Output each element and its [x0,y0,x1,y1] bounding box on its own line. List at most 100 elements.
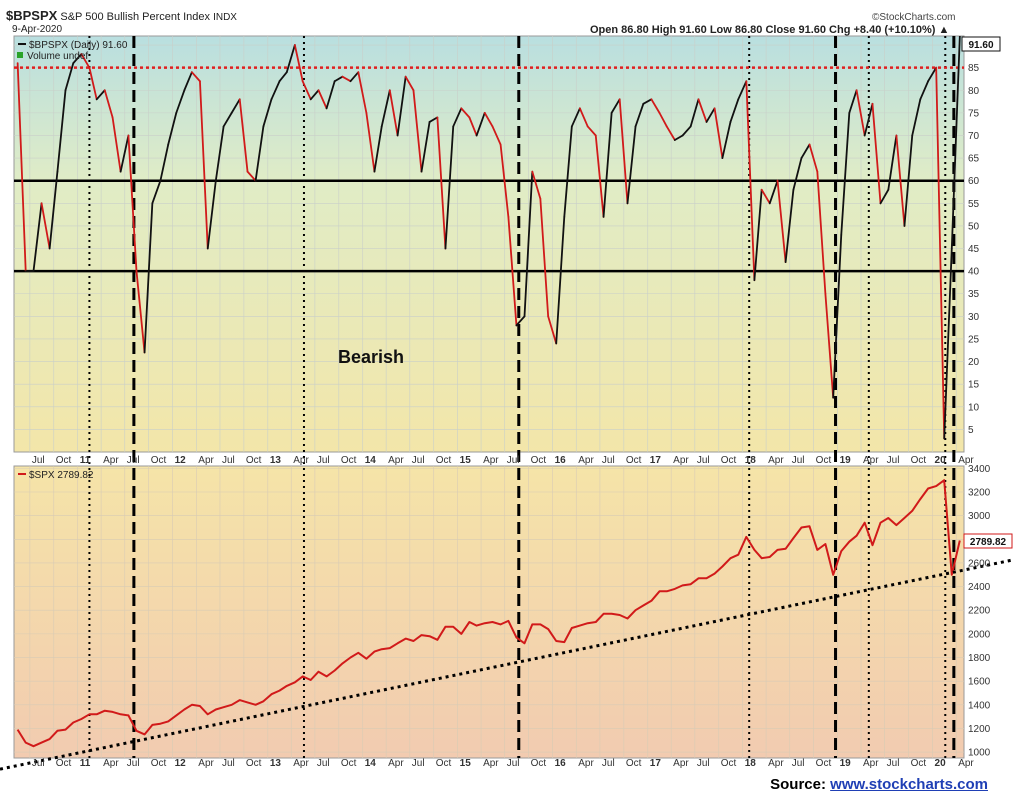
bpspx-x-tick-label: Oct [151,455,167,466]
volume-legend-entry: Volume undef [27,51,88,62]
bpspx-line-segment [151,179,162,205]
bpspx-line-segment [309,89,320,101]
bpspx-line-segment [555,215,566,345]
spx-y-tick-label: 2200 [968,606,991,617]
bpspx-line-segment [199,80,209,250]
bpspx-last-value: 91.60 [968,40,993,51]
spx-y-tick-label: 1000 [968,748,991,759]
spx-x-tick-label: 13 [270,758,282,769]
spx-x-tick-label: Apr [768,758,784,769]
bpspx-line-segment [943,247,953,440]
bpspx-line-segment [159,143,170,182]
bpspx-line-segment [483,111,494,128]
bpspx-x-tick-label: Apr [958,455,974,466]
bpspx-line-segment [95,89,106,101]
bpspx-line-segment [190,71,201,83]
bpspx-line-segment [278,71,288,83]
spx-series [16,479,961,748]
bpspx-line-segment [317,89,328,110]
bpspx-line-segment [64,62,75,92]
bearish-annotation: Bearish [338,347,404,367]
bpspx-x-tick-label: 14 [365,455,377,466]
bpspx-x-tick-label: Oct [436,455,452,466]
bpspx-line-segment [594,134,605,218]
spx-x-tick-label: Jul [602,758,615,769]
spx-x-tick-label: Jul [127,758,140,769]
bpspx-line-segment [760,188,771,205]
bpspx-line-segment [143,202,154,354]
exchange-label: INDX [213,12,237,23]
bpspx-x-tick-label: 18 [745,455,757,466]
bpspx-x-tick-label: Jul [507,455,520,466]
source-label: Source: [770,776,826,793]
source-link[interactable]: www.stockcharts.com [830,776,988,793]
bpspx-line-segment [721,121,732,159]
bpspx-y-tick-label: 15 [968,380,980,391]
spx-x-tick-label: Jul [32,758,45,769]
bpspx-line-segment [444,125,455,250]
spx-last-value: 2789.82 [970,537,1007,548]
bpspx-y-tick-label: 35 [968,289,980,300]
bpspx-line-segment [634,102,645,128]
spx-x-tick-label: Jul [697,758,710,769]
bpspx-y-tick-label: 65 [968,154,980,165]
bpspx-line-segment [214,125,225,182]
spx-x-tick-label: Oct [626,758,642,769]
bpspx-line-segment [658,111,668,128]
bpspx-line-segment [832,234,843,399]
bpspx-line-segment [341,75,352,83]
bpspx-line-segment [222,111,233,128]
bpspx-series [16,36,961,440]
bpspx-line-segment [650,98,661,114]
bpspx-line-segment [950,36,961,250]
bpspx-line-segment [499,143,510,218]
spx-x-tick-label: 17 [650,758,662,769]
bpspx-line-segment [135,270,146,354]
bpspx-line-segment [238,98,249,173]
bpspx-line-segment [103,89,114,119]
bpspx-y-tick-label: 45 [968,244,980,255]
bpspx-line-segment [563,125,573,218]
bpspx-line-segment [183,71,193,92]
bpspx-x-tick-label: Apr [388,455,404,466]
bpspx-line-segment [927,66,938,83]
bpspx-line-segment [325,80,336,110]
spx-x-tick-label: Jul [887,758,900,769]
bpspx-y-tick-label: 50 [968,221,980,232]
bpspx-line-segment [800,143,811,159]
bpspx-x-tick-label: 15 [460,455,472,466]
spx-y-tick-label: 3000 [968,511,991,522]
bpspx-line-segment [840,111,851,236]
bpspx-line-segment [48,170,59,250]
bpspx-x-tick-label: Oct [816,455,832,466]
bpspx-x-tick-label: Oct [911,455,927,466]
bpspx-y-tick-label: 80 [968,86,980,97]
spx-x-tick-label: Apr [293,758,309,769]
spx-x-axis: Jul Oct 11 Apr Jul Oct 12 Apr Jul Oct 13 Apr Jul Oct 1… [32,758,975,769]
bpspx-line-segment [270,80,281,101]
bpspx-line-segment [246,170,257,182]
bpspx-x-tick-label: Apr [293,455,309,466]
bpspx-line-segment [175,89,186,114]
bpspx-line-segment [895,134,906,227]
bpspx-line-segment [285,44,296,74]
spx-legend-entry: $SPX 2789.82 [29,470,94,481]
spx-x-tick-label: Apr [863,758,879,769]
bpspx-y-tick-label: 85 [968,63,980,74]
bpspx-line-segment [357,71,368,114]
bpspx-x-tick-label: Apr [103,455,119,466]
bpspx-line-segment [365,111,376,173]
bpspx-line-segment [626,125,637,205]
spx-x-tick-label: Oct [246,758,262,769]
bpspx-line-segment [404,75,415,92]
bpspx-line-segment [388,89,399,137]
bpspx-line-segment [879,188,890,205]
bpspx-line-segment [824,292,835,399]
bpspx-line-segment [745,80,756,282]
bpspx-gridlines [14,36,964,452]
bpspx-x-tick-label: Oct [531,455,547,466]
bpspx-line-segment [919,80,930,101]
spx-x-tick-label: 14 [365,758,377,769]
bpspx-line-segment [420,121,431,173]
